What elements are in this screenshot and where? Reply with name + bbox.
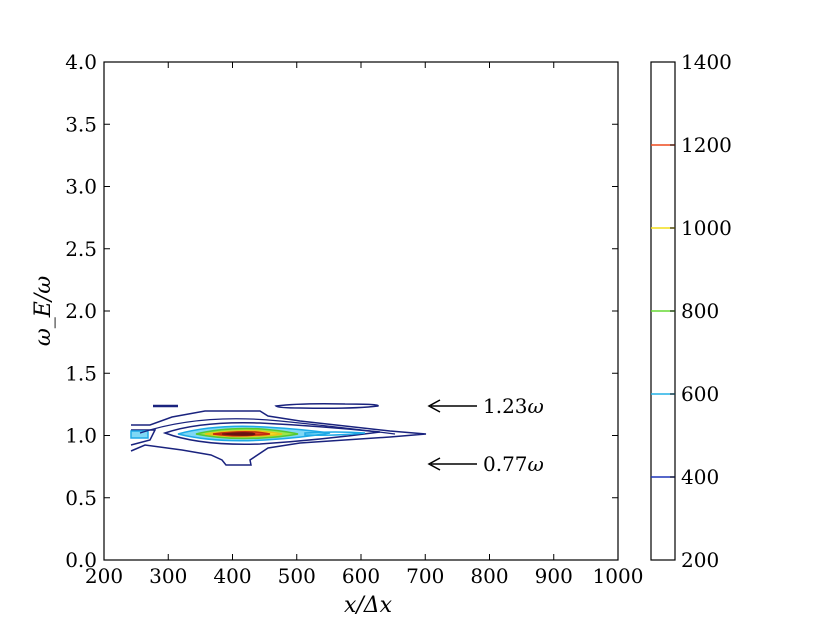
colorbar-tick-label: 200 bbox=[681, 548, 719, 572]
x-tick-label: 1000 bbox=[593, 564, 644, 588]
contour-group bbox=[130, 403, 427, 466]
x-tick-label: 200 bbox=[85, 564, 123, 588]
y-tick-label: 3.0 bbox=[65, 175, 97, 199]
colorbar-tick-label: 1000 bbox=[681, 216, 732, 240]
y-tick-label: 4.0 bbox=[65, 50, 97, 74]
y-tick-label: 0.5 bbox=[65, 486, 97, 510]
x-axis-ticks: 200 300 400 500 600 700 800 900 1000 bbox=[85, 62, 644, 588]
x-tick-label: 800 bbox=[470, 564, 508, 588]
x-tick-label: 400 bbox=[213, 564, 251, 588]
colorbar-tick-label: 400 bbox=[681, 465, 719, 489]
svg-text:0.77ω: 0.77ω bbox=[483, 452, 544, 476]
y-tick-label: 2.5 bbox=[65, 237, 97, 261]
colorbar-tick-label: 800 bbox=[681, 299, 719, 323]
contour-peak bbox=[221, 432, 256, 436]
annotation-arrowhead-077 bbox=[427, 457, 441, 471]
colorbar-ticks: 200 400 600 800 1000 1200 1400 bbox=[670, 50, 732, 572]
x-tick-label: 900 bbox=[535, 564, 573, 588]
annotation-unit-123: ω bbox=[528, 394, 544, 418]
annotation-077: 0.77ω bbox=[427, 452, 544, 476]
y-axis-ticks: 0.0 0.5 1.0 1.5 2.0 2.5 3.0 3.5 4.0 bbox=[65, 50, 618, 572]
colorbar-tick-label: 1400 bbox=[681, 50, 732, 74]
y-tick-label: 0.0 bbox=[65, 548, 97, 572]
x-tick-label: 500 bbox=[278, 564, 316, 588]
contour-ring-400-inner bbox=[139, 418, 396, 435]
x-tick-label: 300 bbox=[149, 564, 187, 588]
x-tick-label: 600 bbox=[342, 564, 380, 588]
annotation-text-077: 0.77 bbox=[483, 452, 528, 476]
x-axis-label: x/Δx bbox=[344, 593, 393, 618]
colorbar-tick-label: 1200 bbox=[681, 133, 732, 157]
contour-ring-600-left bbox=[130, 430, 149, 439]
contour-outer-400-left bbox=[130, 429, 157, 446]
y-tick-label: 3.5 bbox=[65, 112, 97, 136]
plot-frame bbox=[103, 61, 619, 561]
annotation-arrowhead-123 bbox=[427, 399, 441, 413]
contour-outer-400-upper bbox=[130, 410, 427, 466]
y-tick-label: 1.0 bbox=[65, 424, 97, 448]
colorbar-tick-label: 600 bbox=[681, 382, 719, 406]
annotation-unit-077: ω bbox=[528, 452, 544, 476]
y-axis-label: ω_E/ω bbox=[31, 276, 56, 346]
y-tick-label: 2.0 bbox=[65, 299, 97, 323]
contour-ring-600-right bbox=[304, 431, 366, 436]
annotation-123: 1.23ω bbox=[427, 394, 544, 418]
svg-text:1.23ω: 1.23ω bbox=[483, 394, 544, 418]
annotation-text-123: 1.23 bbox=[483, 394, 528, 418]
y-tick-label: 1.5 bbox=[65, 361, 97, 385]
contour-bar-123-right bbox=[274, 403, 379, 409]
x-tick-label: 700 bbox=[406, 564, 444, 588]
